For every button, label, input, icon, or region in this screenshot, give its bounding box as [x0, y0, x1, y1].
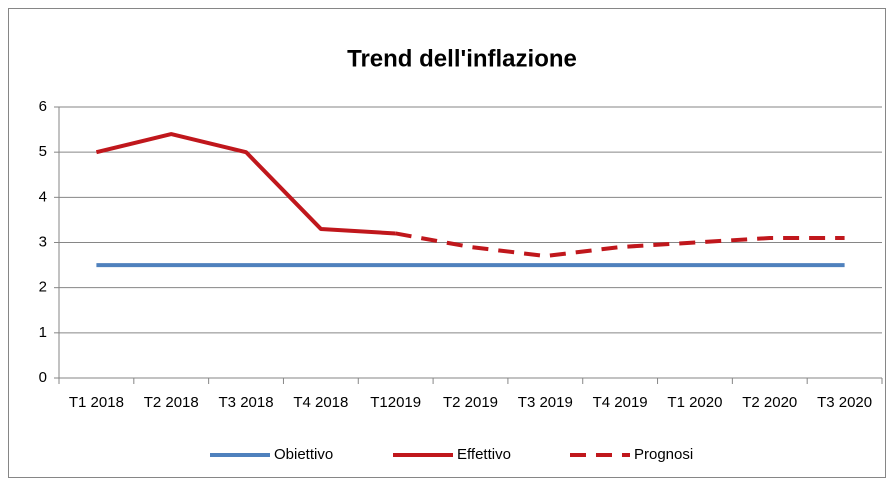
legend-label: Prognosi: [634, 446, 693, 463]
series-line: [395, 231, 845, 259]
legend-label: Obiettivo: [274, 446, 333, 463]
x-tick-label: T4 2019: [593, 394, 648, 411]
x-tick-label: T1 2018: [69, 394, 124, 411]
series-line: [95, 132, 396, 236]
y-tick-label: 1: [39, 324, 47, 341]
y-tick-label: 0: [39, 369, 47, 386]
x-tick-label: T2 2018: [144, 394, 199, 411]
legend-label: Effettivo: [457, 446, 511, 463]
x-tick-label: T3 2019: [518, 394, 573, 411]
x-tick-label: T3 2018: [219, 394, 274, 411]
x-tick-label: T1 2020: [667, 394, 722, 411]
x-tick-label: T4 2018: [293, 394, 348, 411]
chart-title: Trend dell'inflazione: [347, 45, 577, 72]
x-tick-label: T12019: [370, 394, 421, 411]
y-tick-label: 2: [39, 279, 47, 296]
y-tick-label: 3: [39, 233, 47, 250]
y-tick-label: 6: [39, 98, 47, 115]
y-tick-label: 5: [39, 143, 47, 160]
x-tick-label: T2 2019: [443, 394, 498, 411]
x-tick-label: T3 2020: [817, 394, 872, 411]
y-tick-label: 4: [39, 188, 47, 205]
x-tick-label: T2 2020: [742, 394, 797, 411]
